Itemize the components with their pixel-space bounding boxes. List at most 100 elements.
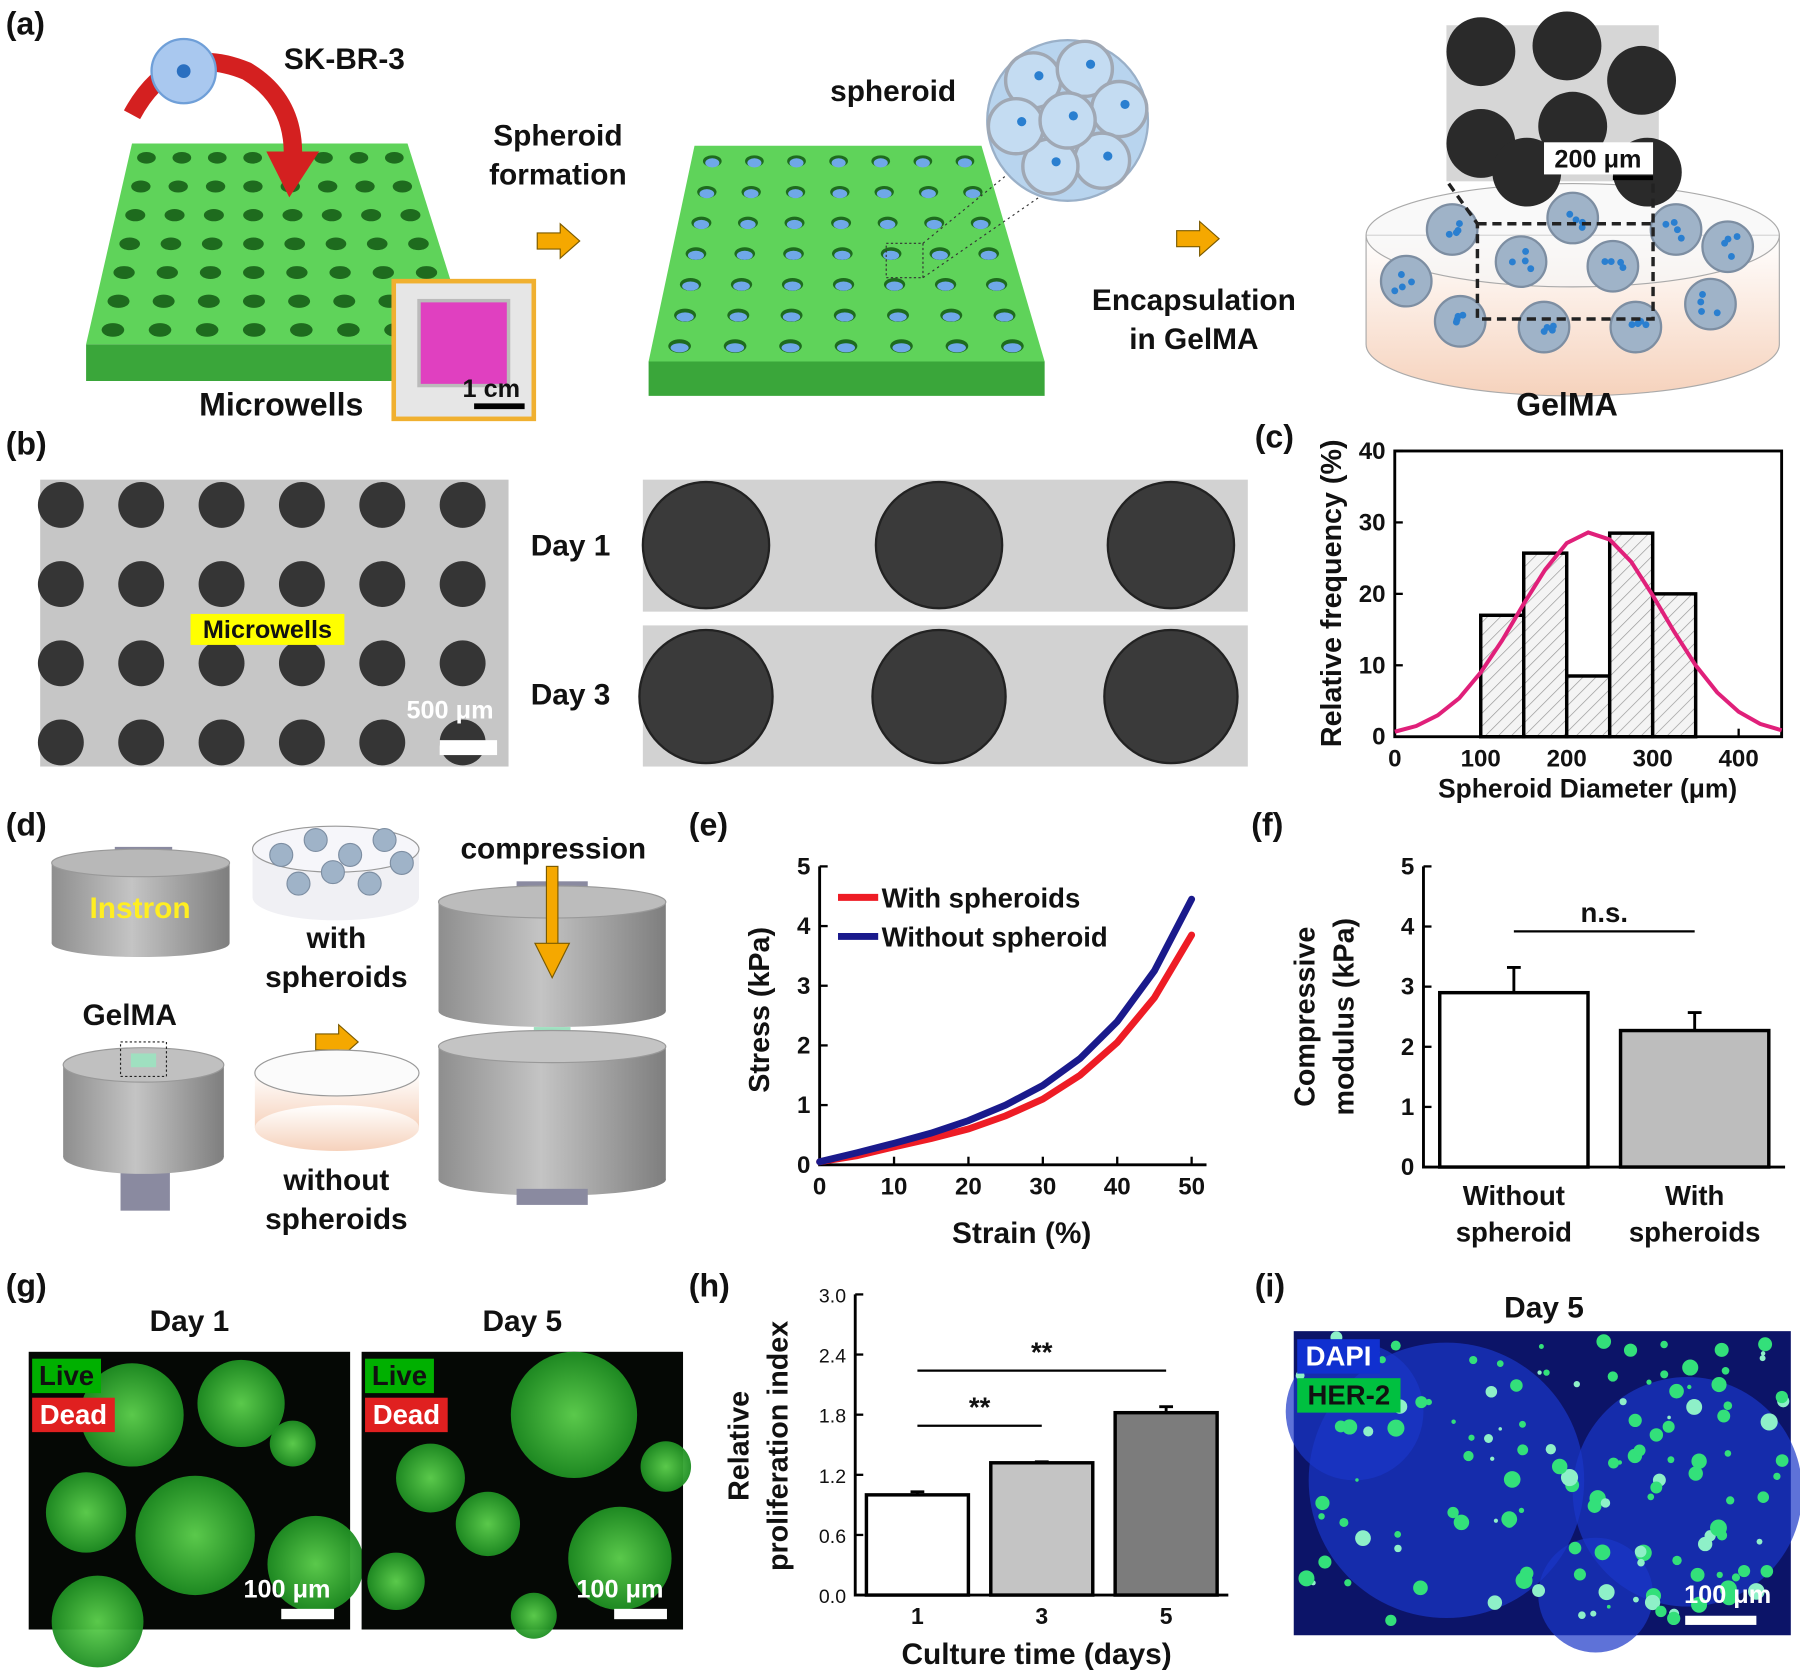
microwell-image — [118, 481, 165, 528]
micro-spheroid — [1446, 17, 1516, 87]
microwell — [107, 294, 130, 308]
gel-spheroid-dot — [1724, 235, 1732, 243]
x-tick-label: 200 — [1547, 746, 1587, 773]
x-axis-title: Strain (%) — [952, 1217, 1091, 1250]
microwell — [408, 237, 429, 251]
spheroid-dot — [980, 250, 997, 260]
spheroid-image — [871, 628, 1007, 765]
spheroid-dot — [988, 281, 1005, 291]
label: Day 1 — [531, 529, 611, 562]
microwell-image — [359, 561, 406, 608]
microwell-image — [118, 719, 165, 766]
panel-label: (f) — [1251, 806, 1283, 842]
gel-spheroid-dot — [1578, 223, 1586, 231]
label: without — [282, 1164, 389, 1197]
microwell — [325, 237, 347, 251]
microwell — [415, 266, 438, 280]
spheroid-dot — [947, 343, 966, 353]
her2-speck — [1606, 1604, 1611, 1609]
her2-speck — [1647, 1493, 1655, 1501]
gel-spheroid-dot — [1540, 327, 1548, 335]
microwell — [361, 209, 382, 222]
histogram-bar — [1564, 674, 1612, 739]
spheroid-dot — [889, 312, 907, 322]
her2-speck — [1600, 1498, 1611, 1508]
spheroid-dot — [834, 250, 851, 260]
tag-bg — [365, 1397, 448, 1433]
histogram-bar — [1650, 592, 1698, 739]
label: 500 μm — [406, 696, 493, 724]
microwell-image — [439, 561, 486, 608]
zoom-line — [922, 196, 1040, 279]
her2-speck — [1487, 1595, 1503, 1610]
histogram-bar — [1522, 551, 1569, 739]
her2-speck — [1623, 1343, 1638, 1357]
her2-speck — [1378, 1356, 1386, 1364]
microwell — [317, 180, 338, 193]
x-tick-label: 10 — [881, 1174, 908, 1201]
her2-speck — [1662, 1420, 1675, 1433]
gel-spheroid — [1701, 220, 1755, 274]
tag-bg — [1297, 1339, 1380, 1374]
gel-spheroid — [1494, 235, 1548, 289]
her2-speck — [1517, 1444, 1529, 1456]
her2-speck — [1339, 1517, 1349, 1527]
x-tick-label: 1 — [911, 1603, 924, 1629]
spheroid-dot — [876, 189, 892, 199]
y-tick-label: 30 — [1359, 509, 1386, 536]
cluster-nucleus — [1017, 117, 1027, 127]
her2-speck — [1318, 1555, 1332, 1569]
label: 100 μm — [576, 1575, 663, 1603]
compress-arrow — [545, 865, 559, 948]
spheroid-dot — [835, 281, 852, 291]
y-tick-label: 4 — [797, 913, 811, 940]
microwell — [329, 266, 351, 280]
bar — [1113, 1410, 1219, 1597]
spheroid-dot — [705, 158, 720, 168]
spheroid-dot — [676, 312, 694, 322]
cluster-cell — [1055, 39, 1115, 99]
label: spheroid — [830, 75, 956, 108]
her2-speck — [1710, 1519, 1727, 1537]
microwell — [400, 209, 421, 222]
y-tick-label: 20 — [1359, 581, 1386, 608]
spheroid-dot — [687, 250, 704, 260]
tag-bg — [1297, 1378, 1401, 1413]
gel-spheroid-dot — [1548, 326, 1556, 334]
gel-spheroid-dot — [1698, 307, 1705, 315]
compress-arrowhead — [534, 942, 571, 979]
label: Live — [39, 1360, 94, 1391]
cell-cluster — [367, 1552, 425, 1610]
her2-speck — [1573, 1380, 1580, 1388]
her2-speck — [1714, 1342, 1729, 1357]
her2-speck — [1619, 1398, 1627, 1406]
x-tick-label: Without — [1463, 1180, 1565, 1211]
scale-bar — [439, 740, 498, 756]
spheroid-dot — [781, 343, 800, 353]
her2-speck — [1690, 1567, 1705, 1582]
label: Dead — [373, 1399, 440, 1430]
gel-spheroid-dot — [1601, 258, 1609, 266]
x-tick-label: 30 — [1029, 1174, 1056, 1201]
cluster-nucleus — [1085, 59, 1096, 69]
cylinder-base — [438, 994, 666, 1028]
microwell — [337, 323, 360, 337]
her2-speck — [1469, 1355, 1478, 1365]
spheroid-dot — [789, 158, 804, 168]
her2-speck — [1660, 1340, 1668, 1349]
microwell — [152, 294, 175, 308]
her2-speck — [1394, 1530, 1402, 1538]
gel-spheroid-dot — [1677, 234, 1685, 242]
her2-speck — [1510, 1379, 1523, 1392]
cluster-nucleus — [1120, 99, 1130, 110]
cell-cluster — [80, 1363, 184, 1467]
cluster-nucleus — [1103, 151, 1113, 161]
cell-cluster — [510, 1351, 638, 1479]
cylinder-body — [438, 1046, 666, 1180]
gel-spheroid — [320, 860, 345, 885]
microwell — [242, 294, 265, 308]
her2-speck — [1760, 1564, 1774, 1578]
spheroid-dot — [782, 312, 801, 322]
microwell — [207, 151, 227, 164]
x-tick-label: 100 — [1461, 746, 1501, 773]
